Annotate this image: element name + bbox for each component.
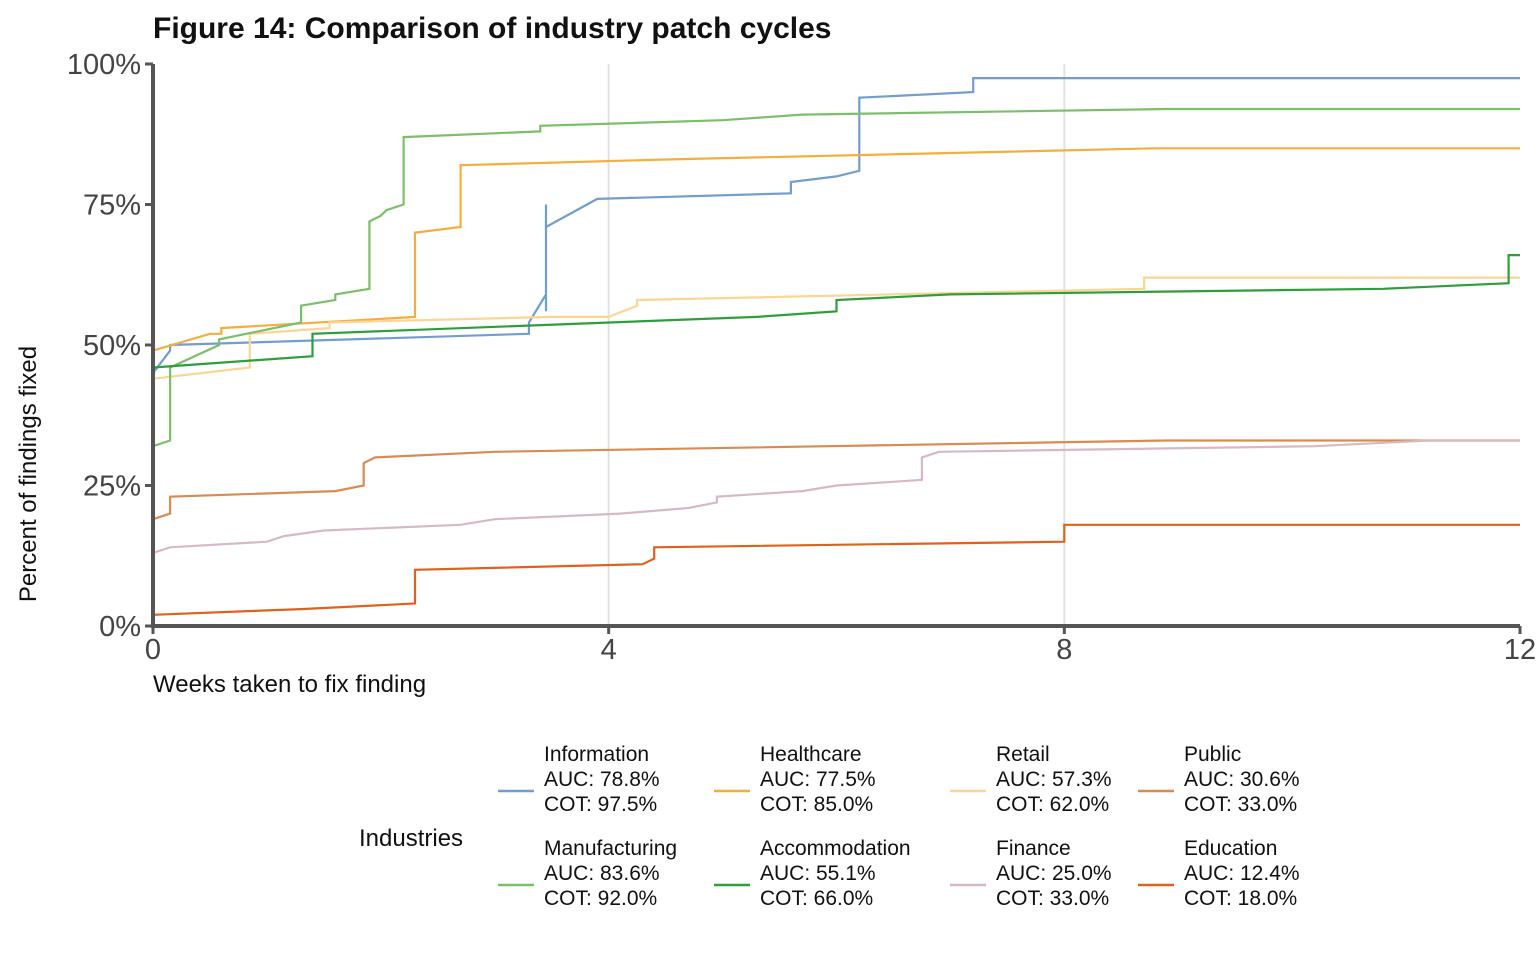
legend-label: COT: 85.0% — [760, 793, 873, 816]
legend-label: Healthcare — [760, 743, 862, 766]
legend-label: AUC: 55.1% — [760, 862, 876, 885]
x-axis-label: Weeks taken to fix finding — [153, 671, 426, 698]
legend-label: Public — [1184, 743, 1241, 766]
legend-label: COT: 66.0% — [760, 887, 873, 910]
x-tick-label: 0 — [145, 634, 161, 666]
legend-label: AUC: 25.0% — [996, 862, 1112, 885]
chart-title: Figure 14: Comparison of industry patch … — [153, 12, 832, 45]
series-line-information — [152, 76, 1520, 374]
series-line-finance — [152, 439, 1520, 554]
legend-label: AUC: 12.4% — [1184, 862, 1300, 885]
legend-label: COT: 97.5% — [544, 793, 657, 816]
legend-label: Finance — [996, 837, 1071, 860]
x-tick-label: 12 — [1504, 634, 1536, 666]
series-line-public — [152, 439, 1520, 521]
x-tick-label: 4 — [601, 634, 617, 666]
y-tick-label: 50% — [83, 330, 141, 362]
y-tick-label: 100% — [67, 49, 141, 81]
legend-label: Education — [1184, 837, 1277, 860]
legend-label: AUC: 77.5% — [760, 768, 876, 791]
legend-label: Manufacturing — [544, 837, 677, 860]
legend-label: AUC: 57.3% — [996, 768, 1112, 791]
legend-label: COT: 92.0% — [544, 887, 657, 910]
y-tick-label: 0% — [99, 611, 141, 643]
x-tick-label: 8 — [1056, 634, 1072, 666]
legend-label: COT: 33.0% — [996, 887, 1109, 910]
series-lines — [152, 76, 1520, 616]
axes: 0 4 8 12 0% 25% 50% 75% 100% — [67, 49, 1536, 666]
legend-label: COT: 62.0% — [996, 793, 1109, 816]
legend-label: AUC: 78.8% — [544, 768, 660, 791]
legend-label: Accommodation — [760, 837, 911, 860]
y-tick-label: 75% — [83, 190, 141, 222]
legend-label: Information — [544, 743, 649, 766]
legend-title: Industries — [359, 825, 463, 852]
series-line-accommodation — [152, 254, 1520, 369]
series-line-retail — [152, 276, 1520, 380]
series-line-education — [152, 523, 1520, 616]
series-line-healthcare — [152, 147, 1520, 352]
legend-label: Retail — [996, 743, 1050, 766]
legend-label: COT: 33.0% — [1184, 793, 1297, 816]
legend-label: AUC: 30.6% — [1184, 768, 1300, 791]
legend-label: COT: 18.0% — [1184, 887, 1297, 910]
series-line-manufacturing — [152, 107, 1520, 448]
y-tick-label: 25% — [83, 471, 141, 503]
legend-label: AUC: 83.6% — [544, 862, 660, 885]
y-axis-label: Percent of findings fixed — [15, 346, 42, 602]
